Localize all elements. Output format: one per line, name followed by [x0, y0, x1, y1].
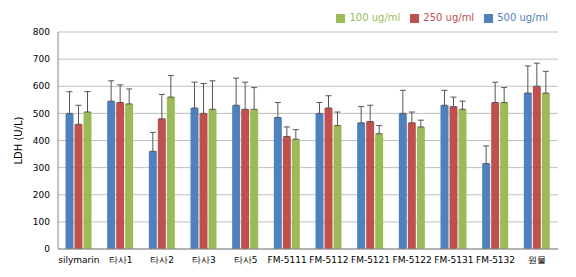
svg-text:200: 200: [33, 190, 50, 200]
html-text:250 ug/ml: 250 ug/ml: [423, 12, 475, 23]
html-text:100 ug/ml: 100 ug/ml: [349, 12, 401, 23]
svg-text:800: 800: [33, 27, 50, 37]
svg-text:타사3: 타사3: [192, 255, 216, 265]
svg-text:0: 0: [44, 244, 50, 254]
svg-text:LDH (U/L): LDH (U/L): [13, 116, 24, 164]
svg-text:타사2: 타사2: [150, 255, 174, 265]
svg-text:silymarin: silymarin: [58, 255, 99, 265]
svg-text:FM-5112: FM-5112: [309, 255, 348, 265]
svg-text:700: 700: [33, 54, 50, 64]
svg-text:600: 600: [33, 81, 50, 91]
svg-text:FM-5122: FM-5122: [393, 255, 432, 265]
svg-text:FM-5132: FM-5132: [476, 255, 515, 265]
svg-text:300: 300: [33, 163, 50, 173]
svg-text:FM-5131: FM-5131: [434, 255, 473, 265]
svg-text:400: 400: [33, 136, 50, 146]
svg-text:FM-5111: FM-5111: [268, 255, 307, 265]
svg-text:500: 500: [33, 109, 50, 119]
svg-text:FM-5121: FM-5121: [351, 255, 390, 265]
svg-text:100: 100: [33, 217, 50, 227]
svg-text:원물: 원물: [528, 255, 546, 265]
html-text:500 ug/ml: 500 ug/ml: [497, 12, 548, 23]
svg-text:타사5: 타사5: [234, 255, 258, 265]
svg-text:타사1: 타사1: [109, 255, 133, 265]
